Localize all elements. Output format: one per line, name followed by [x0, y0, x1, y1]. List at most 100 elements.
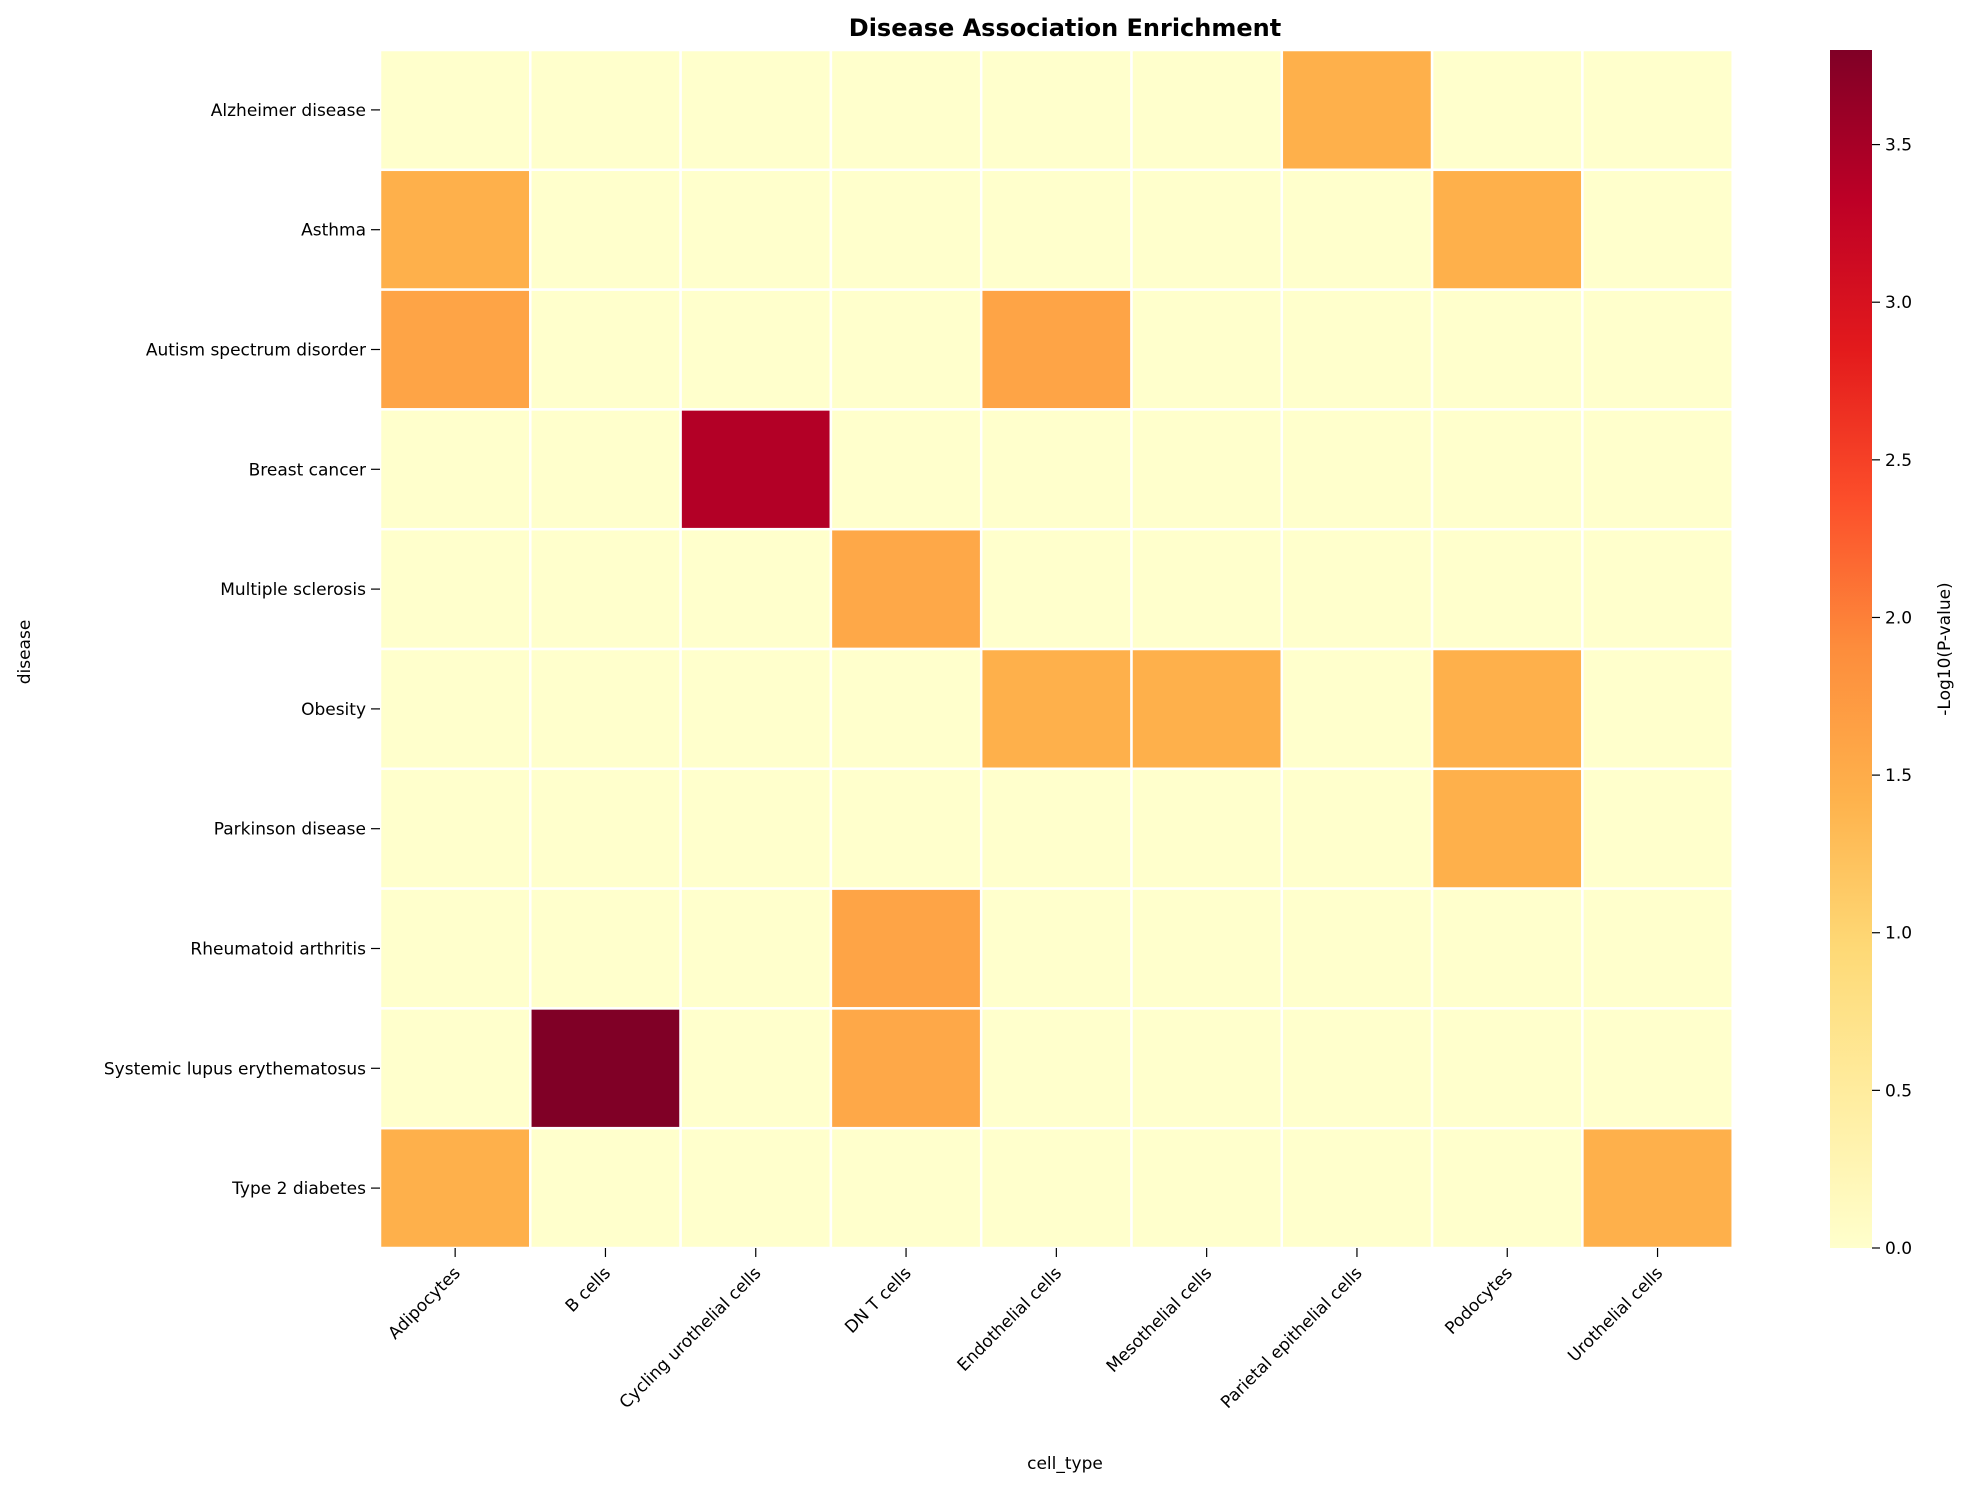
heatmap-cell [529, 1126, 682, 1250]
x-tick-label: Cycling urothelial cells [616, 1263, 766, 1413]
heatmap-cell [529, 527, 682, 651]
heatmap-cell [1130, 1007, 1284, 1130]
heatmap-cell [1581, 408, 1734, 531]
heatmap-cell [829, 288, 983, 411]
heatmap-cell [829, 1126, 983, 1250]
x-tick-label: Endothelial cells [954, 1263, 1066, 1375]
heatmap-cell [378, 408, 532, 531]
heatmap-cell [1581, 647, 1734, 771]
y-tick-label: Breast cancer [249, 460, 366, 480]
colorbar-ticks: 0.0 0.5 1.0 1.5 2.0 2.5 3.0 3.5 [1872, 136, 1912, 1259]
y-axis-label: disease [15, 620, 35, 685]
y-tick-label: Autism spectrum disorder [146, 341, 366, 361]
x-tick-label: B cells [562, 1263, 615, 1316]
heatmap-cell [529, 647, 682, 771]
heatmap-cell [529, 408, 682, 531]
heatmap-cell [1280, 1007, 1434, 1130]
heatmap-cell [1581, 887, 1734, 1010]
heatmap-cell [1130, 408, 1284, 531]
y-axis: Alzheimer disease Asthma Autism spectrum d… [104, 101, 380, 1199]
heatmap-cell [1430, 1007, 1584, 1130]
y-tick-label: Type 2 diabetes [231, 1179, 366, 1199]
heatmap-cell [1280, 288, 1434, 411]
colorbar-tick-label: 1.5 [1885, 766, 1912, 786]
colorbar-tick-label: 2.5 [1885, 451, 1912, 471]
y-tick-label: Alzheimer disease [211, 101, 366, 121]
heatmap-cell [1430, 48, 1584, 172]
chart-title: Disease Association Enrichment [849, 14, 1281, 42]
heatmap-cell [1430, 647, 1584, 771]
y-tick-label: Systemic lupus erythematosus [104, 1059, 366, 1079]
heatmap-cell [1280, 168, 1434, 291]
heatmap-cell [979, 48, 1133, 172]
heatmap-cell [1581, 288, 1734, 411]
heatmap-cell [1430, 887, 1584, 1010]
heatmap-cell [829, 168, 983, 291]
heatmap-cell [378, 647, 532, 771]
y-tick-label: Rheumatoid arthritis [190, 940, 366, 960]
heatmap-cell [1581, 767, 1734, 890]
heatmap-cell [679, 1007, 833, 1130]
heatmap-cell [679, 527, 833, 651]
x-tick-label: Urothelial cells [1564, 1263, 1667, 1366]
heatmap-cell [529, 48, 682, 172]
heatmap-cell [829, 408, 983, 531]
heatmap-cell [1130, 288, 1284, 411]
colorbar-tick-label: 0.0 [1885, 1239, 1912, 1259]
heatmap-cell [1280, 408, 1434, 531]
heatmap-cell [829, 887, 983, 1010]
heatmap-cell [1280, 767, 1434, 890]
heatmap-cell [829, 767, 983, 890]
y-tick-label: Parkinson disease [214, 820, 366, 840]
heatmap-cell [1581, 48, 1734, 172]
heatmap-cell [979, 288, 1133, 411]
heatmap-cell [979, 887, 1133, 1010]
x-tick-label: Mesothelial cells [1103, 1263, 1217, 1377]
heatmap-cell [1130, 767, 1284, 890]
heatmap-cell [378, 168, 532, 291]
heatmap-cell [1280, 48, 1434, 172]
heatmap-cell [679, 168, 833, 291]
heatmap-cell [979, 168, 1133, 291]
heatmap-cell [1581, 1126, 1734, 1250]
heatmap-cell [1430, 527, 1584, 651]
heatmap-cell [529, 767, 682, 890]
heatmap-cell [1130, 168, 1284, 291]
colorbar-tick-label: 0.5 [1885, 1081, 1912, 1101]
heatmap-cell [378, 1126, 532, 1250]
x-axis-label: cell_type [1027, 1454, 1103, 1474]
heatmap-cell [1280, 527, 1434, 651]
y-tick-label: Multiple sclerosis [220, 580, 366, 600]
heatmap-cell [1130, 527, 1284, 651]
heatmap-cell [979, 767, 1133, 890]
heatmap-cell [1581, 1007, 1734, 1130]
x-tick-label: DN T cells [841, 1263, 915, 1337]
heatmap-cell [1130, 887, 1284, 1010]
colorbar-tick-label: 3.0 [1885, 293, 1912, 313]
heatmap-cell [979, 527, 1133, 651]
heatmap-cell [378, 527, 532, 651]
heatmap-cell [679, 767, 833, 890]
colorbar-tick-label: 1.0 [1885, 924, 1912, 944]
heatmap-cell [1280, 887, 1434, 1010]
heatmap-cell [829, 48, 983, 172]
heatmap-cell [1581, 527, 1734, 651]
y-tick-label: Asthma [301, 221, 366, 241]
y-tick-label: Obesity [301, 700, 366, 720]
heatmap-cell [529, 168, 682, 291]
heatmap-cell [679, 408, 833, 531]
heatmap-cell [829, 1007, 983, 1130]
heatmap-cell [679, 288, 833, 411]
x-tick-label: Podocytes [1441, 1263, 1516, 1338]
heatmap-cell [679, 48, 833, 172]
heatmap-cells [378, 48, 1734, 1250]
heatmap-cell [1430, 408, 1584, 531]
colorbar-label: -Log10(P-value) [1935, 582, 1955, 715]
heatmap-cell [1130, 1126, 1284, 1250]
heatmap-cell [829, 647, 983, 771]
x-axis: Adipocytes B cells Cycling urothelial cell… [384, 1248, 1667, 1413]
heatmap-cell [1130, 48, 1284, 172]
colorbar-tick-label: 2.0 [1885, 608, 1912, 628]
